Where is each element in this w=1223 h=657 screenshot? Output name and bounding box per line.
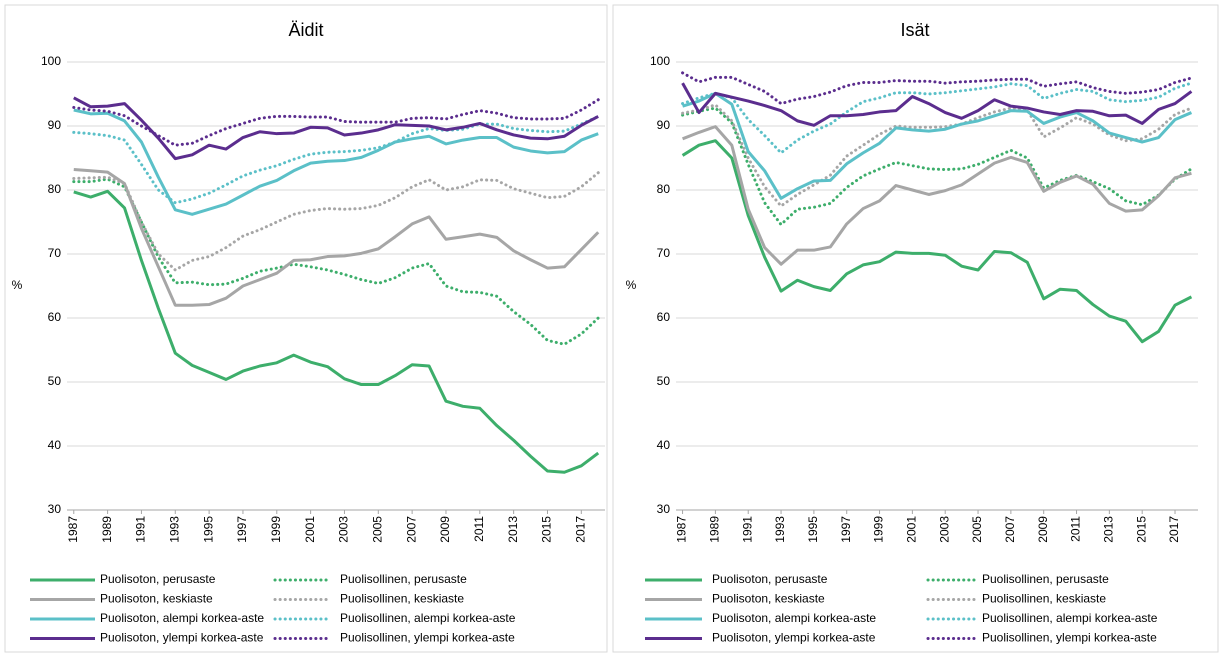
- y-tick-label: 30: [657, 502, 671, 516]
- legend-label: Puolisoton, keskiaste: [100, 592, 213, 606]
- series-line: [73, 189, 600, 474]
- legend-label: Puolisoton, perusaste: [100, 572, 216, 586]
- y-tick-label: 70: [657, 246, 671, 260]
- legend-label: Puolisollinen, perusaste: [982, 572, 1109, 586]
- legend-label: Puolisollinen, ylempi korkea-aste: [982, 631, 1157, 645]
- series-line: [72, 171, 600, 272]
- series-line: [681, 139, 1193, 344]
- chart-title: Isät: [900, 20, 929, 40]
- series-line: [72, 98, 600, 147]
- x-tick-label: 1991: [134, 516, 148, 543]
- x-tick-label: 1989: [708, 516, 722, 543]
- x-tick-label: 2009: [438, 516, 452, 543]
- legend-label: Puolisollinen, ylempi korkea-aste: [340, 631, 515, 645]
- series-line: [682, 125, 1192, 266]
- legend-label: Puolisoton, keskiaste: [712, 592, 825, 606]
- y-axis-label: %: [626, 278, 637, 292]
- series-line: [681, 81, 1193, 155]
- x-tick-label: 2003: [337, 516, 351, 543]
- x-tick-label: 2007: [1003, 516, 1017, 543]
- series-line: [73, 108, 599, 216]
- x-tick-label: 2015: [540, 516, 554, 543]
- series-line: [681, 103, 1193, 209]
- x-tick-label: 1997: [235, 516, 249, 543]
- x-tick-label: 2015: [1134, 516, 1148, 543]
- x-tick-label: 2007: [404, 516, 418, 543]
- series-line: [681, 71, 1193, 106]
- legend-label: Puolisoton, perusaste: [712, 572, 828, 586]
- series-line: [73, 168, 600, 307]
- x-tick-label: 2017: [573, 516, 587, 543]
- x-tick-label: 2009: [1036, 516, 1050, 543]
- x-tick-label: 2001: [303, 516, 317, 543]
- panel-border: [612, 4, 1219, 653]
- legend-label: Puolisoton, alempi korkea-aste: [712, 611, 876, 625]
- legend-label: Puolisoton, alempi korkea-aste: [100, 611, 264, 625]
- legend-label: Puolisoton, ylempi korkea-aste: [100, 631, 264, 645]
- x-tick-label: 1993: [167, 516, 181, 543]
- legend-label: Puolisollinen, perusaste: [340, 572, 467, 586]
- y-tick-label: 100: [650, 54, 670, 68]
- x-tick-label: 2005: [370, 516, 384, 543]
- legend-label: Puolisoton, ylempi korkea-aste: [712, 631, 876, 645]
- x-tick-label: 1999: [872, 516, 886, 543]
- x-tick-label: 1995: [806, 516, 820, 543]
- series-line: [682, 91, 1193, 200]
- x-tick-label: 2001: [905, 516, 919, 543]
- x-tick-label: 1987: [675, 516, 689, 543]
- y-tick-label: 50: [48, 374, 62, 388]
- y-tick-label: 90: [48, 118, 62, 132]
- x-tick-label: 1989: [100, 516, 114, 543]
- y-tick-label: 30: [48, 502, 62, 516]
- y-tick-label: 100: [41, 54, 61, 68]
- x-tick-label: 2013: [506, 516, 520, 543]
- x-tick-label: 1997: [839, 516, 853, 543]
- y-tick-label: 60: [657, 310, 671, 324]
- x-tick-label: 2011: [472, 516, 486, 542]
- x-tick-label: 1999: [269, 516, 283, 543]
- chart-title: Äidit: [288, 20, 323, 40]
- series-line: [681, 82, 1193, 127]
- x-tick-label: 2003: [937, 516, 951, 543]
- x-tick-label: 1993: [773, 516, 787, 543]
- y-tick-label: 40: [657, 438, 671, 452]
- series-line: [681, 106, 1193, 227]
- y-tick-label: 50: [657, 374, 671, 388]
- y-tick-label: 90: [657, 118, 671, 132]
- x-tick-label: 1991: [740, 516, 754, 543]
- series-line: [72, 177, 600, 346]
- y-tick-label: 80: [657, 182, 671, 196]
- x-tick-label: 1987: [66, 516, 80, 543]
- x-tick-label: 2005: [970, 516, 984, 543]
- x-tick-label: 2011: [1069, 516, 1083, 542]
- legend-label: Puolisollinen, keskiaste: [340, 592, 464, 606]
- series-line: [73, 96, 599, 161]
- x-tick-label: 2017: [1167, 516, 1181, 543]
- legend-label: Puolisollinen, keskiaste: [982, 592, 1106, 606]
- legend-label: Puolisollinen, alempi korkea-aste: [982, 611, 1158, 625]
- y-tick-label: 40: [48, 438, 62, 452]
- x-tick-label: 2013: [1102, 516, 1116, 543]
- y-tick-label: 80: [48, 182, 62, 196]
- x-tick-label: 1995: [201, 516, 215, 543]
- legend-label: Puolisollinen, alempi korkea-aste: [340, 611, 516, 625]
- y-axis-label: %: [12, 278, 23, 292]
- y-tick-label: 70: [48, 246, 62, 260]
- panel-border: [4, 4, 608, 653]
- y-tick-label: 60: [48, 310, 62, 324]
